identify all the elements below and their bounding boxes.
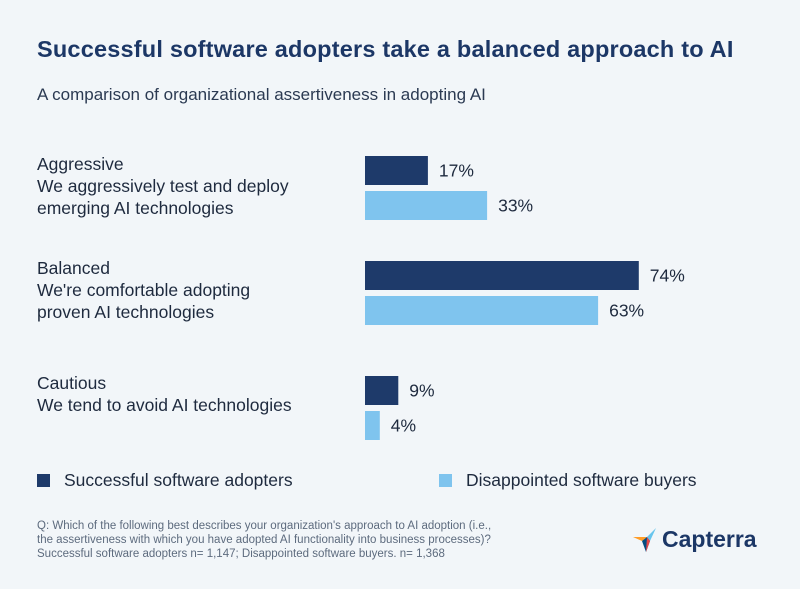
category-label-aggressive: Aggressive We aggressively test and depl… [37,153,289,219]
footnote: Q: Which of the following best describes… [37,519,491,561]
capterra-logo: Capterra [632,526,757,553]
category-description-line: We aggressively test and deploy [37,176,289,196]
footnote-line: the assertiveness with which you have ad… [37,534,491,546]
data-label-successful-0: 17% [439,161,474,181]
category-label-balanced: Balanced We're comfortable adopting prov… [37,257,250,323]
data-label-disappointed-0: 33% [498,196,533,216]
data-label-successful-1: 74% [650,266,685,286]
data-label-disappointed-2: 4% [391,416,416,436]
bar-disappointed-1 [365,296,599,325]
category-label-cautious: Cautious We tend to avoid AI technologie… [37,372,292,416]
legend-item-successful: Successful software adopters [37,470,293,491]
capterra-logo-icon [633,527,656,552]
brand-name: Capterra [662,526,757,552]
category-description-line: proven AI technologies [37,302,215,322]
bar-successful-0 [365,156,428,185]
footnote-line: Successful software adopters n= 1,147; D… [37,548,445,560]
legend-item-disappointed: Disappointed software buyers [439,470,697,491]
data-label-disappointed-1: 63% [609,301,644,321]
category-heading: Balanced [37,258,110,278]
data-label-successful-2: 9% [409,381,434,401]
category-heading: Aggressive [37,154,124,174]
chart-subtitle: A comparison of organizational assertive… [37,85,486,104]
category-description-line: emerging AI technologies [37,198,234,218]
chart-title: Successful software adopters take a bala… [37,36,734,62]
legend-label: Disappointed software buyers [466,470,697,490]
category-description-line: We're comfortable adopting [37,280,251,300]
legend-label: Successful software adopters [64,470,293,490]
legend-swatch-disappointed [439,474,452,487]
footnote-line: Q: Which of the following best describes… [37,520,492,532]
category-description-line: We tend to avoid AI technologies [37,395,292,415]
bar-disappointed-2 [365,411,380,440]
bar-successful-1 [365,261,639,290]
bar-disappointed-0 [365,191,488,220]
category-heading: Cautious [37,373,107,393]
legend-swatch-successful [37,474,50,487]
bar-successful-2 [365,376,399,405]
